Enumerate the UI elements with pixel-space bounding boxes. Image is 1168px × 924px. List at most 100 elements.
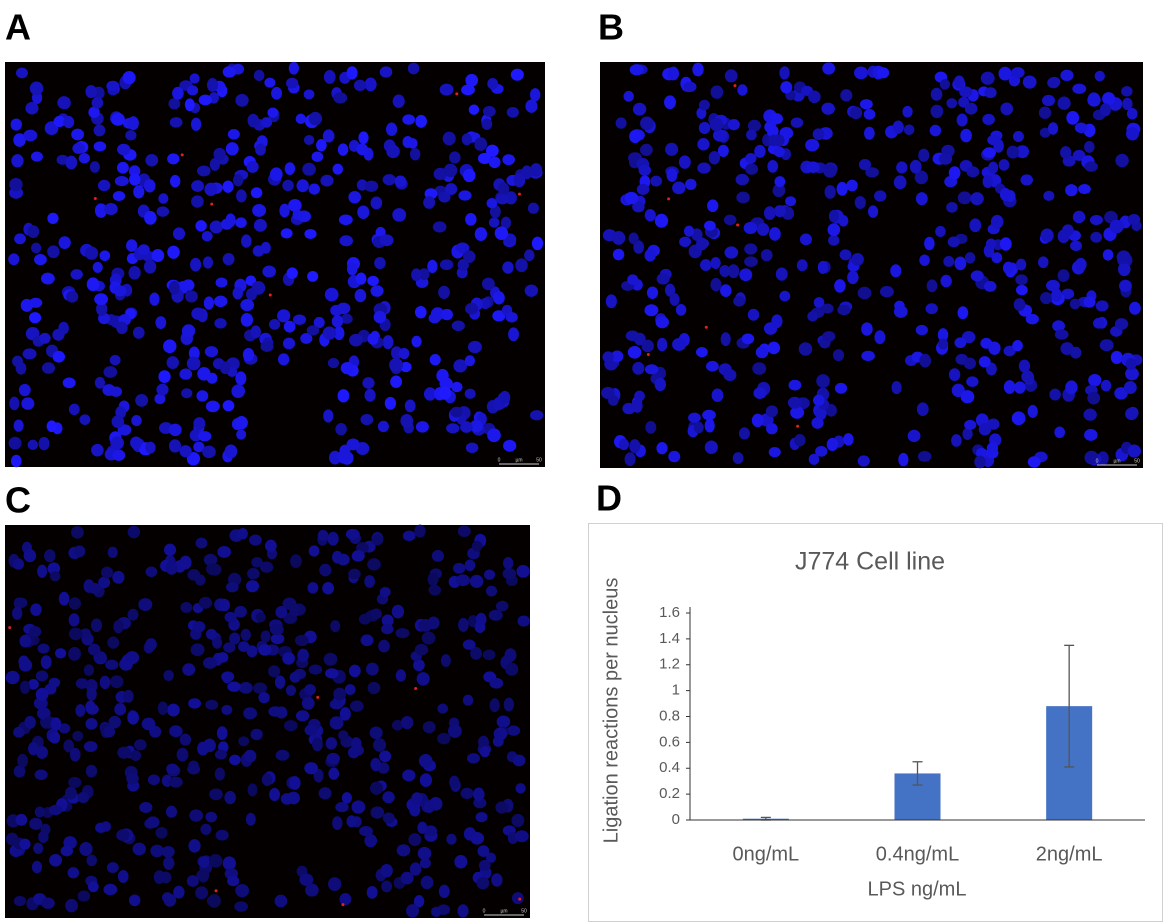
nucleus [1051, 288, 1062, 302]
nucleus [259, 561, 274, 573]
nucleus [400, 871, 414, 885]
nucleus [71, 526, 84, 539]
nucleus [823, 164, 837, 178]
nucleus [477, 845, 490, 857]
nucleus [168, 280, 180, 295]
nucleus [624, 452, 636, 466]
nucleus [504, 648, 517, 663]
nucleus [274, 675, 286, 689]
nucleus [91, 97, 104, 109]
nucleus [235, 93, 249, 107]
nucleus [1084, 428, 1098, 441]
nucleus [88, 643, 101, 656]
nucleus [346, 438, 360, 451]
nucleus [127, 525, 141, 539]
nucleus [470, 832, 485, 845]
nucleus [427, 616, 440, 630]
nucleus [351, 800, 366, 814]
nucleus [240, 312, 254, 327]
nucleus [44, 549, 56, 563]
nucleus [437, 732, 451, 745]
nucleus [1020, 174, 1033, 186]
nucleus [1013, 298, 1026, 311]
nucleus [417, 846, 432, 860]
nucleus [1125, 407, 1138, 421]
nucleus [491, 873, 503, 887]
nucleus [107, 636, 120, 649]
nucleus [113, 285, 127, 297]
nucleus [36, 746, 48, 759]
nucleus [723, 368, 737, 381]
nucleus [422, 721, 436, 734]
scale-label: µm [1113, 458, 1120, 464]
nucleus [168, 98, 181, 110]
nucleus [754, 144, 766, 158]
nucleus [66, 290, 79, 303]
nucleus [414, 643, 429, 656]
nucleus [243, 749, 257, 763]
error-bar [912, 761, 923, 786]
nucleus [106, 862, 119, 874]
nucleus [644, 364, 659, 375]
nucleus [52, 350, 65, 363]
nucleus [451, 320, 465, 332]
nucleus [69, 747, 81, 762]
nucleus [205, 811, 217, 823]
nucleus [85, 700, 96, 714]
nucleus [1070, 240, 1082, 252]
nucleus [94, 376, 106, 389]
nucleus [379, 66, 393, 78]
nucleus [279, 203, 290, 218]
nucleus [655, 316, 669, 329]
nucleus [107, 546, 118, 558]
nucleus [37, 564, 48, 578]
nucleus [717, 144, 729, 157]
nucleus [753, 387, 767, 399]
nucleus [1057, 229, 1070, 244]
nucleus [940, 274, 952, 288]
nucleus [214, 767, 225, 781]
nucleus [221, 671, 235, 682]
nucleus [1078, 184, 1091, 195]
nucleus [34, 769, 48, 781]
nucleus [41, 362, 56, 374]
nucleus [391, 604, 405, 619]
nucleus [951, 434, 962, 447]
nucleus [1083, 408, 1097, 421]
nucleus [247, 568, 260, 580]
nucleus [57, 96, 71, 110]
nucleus [636, 183, 650, 195]
nucleus [666, 168, 678, 182]
nucleus [307, 270, 319, 282]
nucleus [433, 167, 448, 181]
nucleus [99, 250, 111, 262]
nucleus [966, 166, 980, 178]
nucleus [815, 406, 827, 421]
nucleus [191, 307, 205, 320]
nucleus [338, 214, 353, 226]
nucleus [458, 190, 472, 201]
nucleus [683, 225, 695, 237]
nucleus [19, 634, 32, 648]
nucleus [799, 233, 812, 246]
nucleus [29, 81, 44, 96]
nucleus [110, 436, 124, 450]
nucleus [245, 812, 256, 826]
nucleus [250, 325, 261, 339]
nucleus [641, 339, 654, 353]
panel-label: A [5, 7, 31, 48]
nucleus [196, 165, 211, 177]
nucleus [720, 284, 732, 297]
nucleus [203, 296, 214, 310]
nucleus [765, 405, 778, 418]
nucleus [208, 563, 222, 576]
nucleus [461, 133, 473, 146]
nucleus [224, 790, 236, 805]
nucleus [182, 663, 196, 676]
nucleus [126, 772, 139, 785]
nucleus [105, 659, 119, 670]
nucleus [205, 699, 219, 710]
nucleus [478, 735, 489, 749]
nucleus [208, 854, 223, 868]
nucleus [351, 550, 365, 562]
